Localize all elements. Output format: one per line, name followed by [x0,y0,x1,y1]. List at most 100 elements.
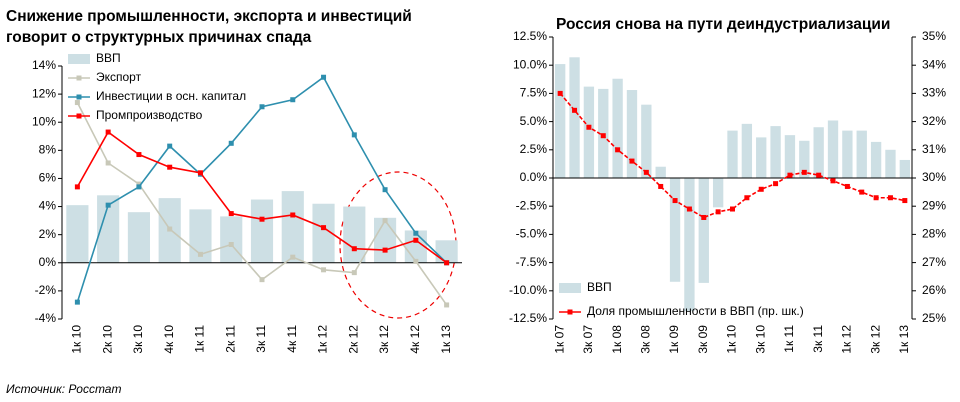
marker [413,230,419,236]
marker [382,247,388,253]
y-tick-label: -2% [35,283,57,297]
marker [801,169,807,175]
bar [799,140,810,178]
marker [321,267,327,273]
chart-title: Россия снова на пути деиндустриализации [556,16,891,33]
marker [830,178,836,184]
bar [727,130,738,178]
x-tick-label: 2к 11 [223,325,237,353]
marker [844,183,850,189]
bar [712,178,724,208]
bar [281,191,304,263]
y-tick-label: -7.5% [516,255,548,269]
x-tick-label: 3к 10 [753,325,767,354]
y2-tick-label: 34% [922,57,946,71]
x-tick-label: 1к 10 [725,325,739,354]
marker [228,140,234,146]
x-tick-label: 2к 12 [346,325,360,354]
x-tick-label: 1к 13 [897,325,911,354]
marker [259,277,265,283]
x-tick-label: 3к 08 [639,325,653,354]
y-tick-label: 0.0% [520,170,548,184]
marker [105,160,111,166]
marker [586,124,592,130]
bar [842,130,853,178]
x-tick-label: 4к 11 [285,325,299,353]
marker [758,186,764,192]
bar [770,126,781,178]
marker [74,299,80,305]
bar [813,127,824,178]
legend-swatch [68,54,90,64]
y-tick-label: 7.5% [520,86,548,100]
marker [321,225,327,231]
y-tick-label: 0% [39,255,57,269]
bar [684,178,695,312]
marker [572,107,578,113]
marker [167,143,173,149]
legend-swatch [559,283,581,293]
y2-tick-label: 27% [922,255,946,269]
x-tick-label: 1к 11 [782,325,796,353]
marker [816,172,822,178]
y2-tick-label: 25% [922,311,946,325]
y2-tick-label: 32% [922,114,946,128]
marker [259,216,265,222]
marker [629,158,635,164]
x-tick-label: 1к 13 [439,325,453,354]
bar [97,195,120,263]
x-tick-label: 1к 09 [667,325,681,354]
y-tick-label: -10.0% [509,283,547,297]
marker [228,242,234,248]
y-tick-label: -4% [35,311,57,325]
marker [136,184,142,190]
legend-label: Инвестиции в осн. капитал [96,89,246,103]
bar [343,206,366,263]
marker [382,187,388,193]
marker [228,211,234,217]
marker [167,164,173,170]
x-tick-label: 1к 07 [552,325,566,354]
y2-tick-label: 33% [922,86,946,100]
marker [672,198,678,204]
bar [885,149,896,178]
bar [698,178,709,283]
marker [105,129,111,135]
marker [197,251,203,257]
marker [382,218,388,224]
x-tick-label: 3к 12 [868,325,882,354]
legend-label: ВВП [587,280,612,294]
legend-marker [567,309,573,315]
x-tick-label: 2к 10 [100,325,114,354]
x-tick-label: 3к 09 [696,325,710,354]
x-tick-label: 3к 11 [254,325,268,353]
y2-tick-label: 31% [922,142,946,156]
y2-tick-label: 28% [922,227,946,241]
x-tick-label: 1к 12 [840,325,854,354]
marker [787,172,793,178]
y-tick-label: -5.0% [516,227,548,241]
marker [658,183,664,189]
y-tick-label: 2% [39,227,57,241]
marker [351,270,357,276]
marker [615,147,621,153]
x-tick-label: 1к 11 [193,325,207,353]
bar [435,240,458,263]
marker [873,195,879,201]
marker [136,152,142,158]
marker [413,258,419,264]
legend-marker [76,75,82,81]
marker [715,209,721,215]
x-tick-label: 3к 10 [131,325,145,354]
marker [321,74,327,80]
y-tick-label: 10.0% [513,57,547,71]
marker [259,104,265,110]
y-tick-label: -2.5% [516,198,548,212]
marker [290,97,296,103]
bar [626,90,638,178]
marker [701,214,707,220]
bar [669,178,681,282]
bar [583,86,595,178]
marker [730,206,735,212]
